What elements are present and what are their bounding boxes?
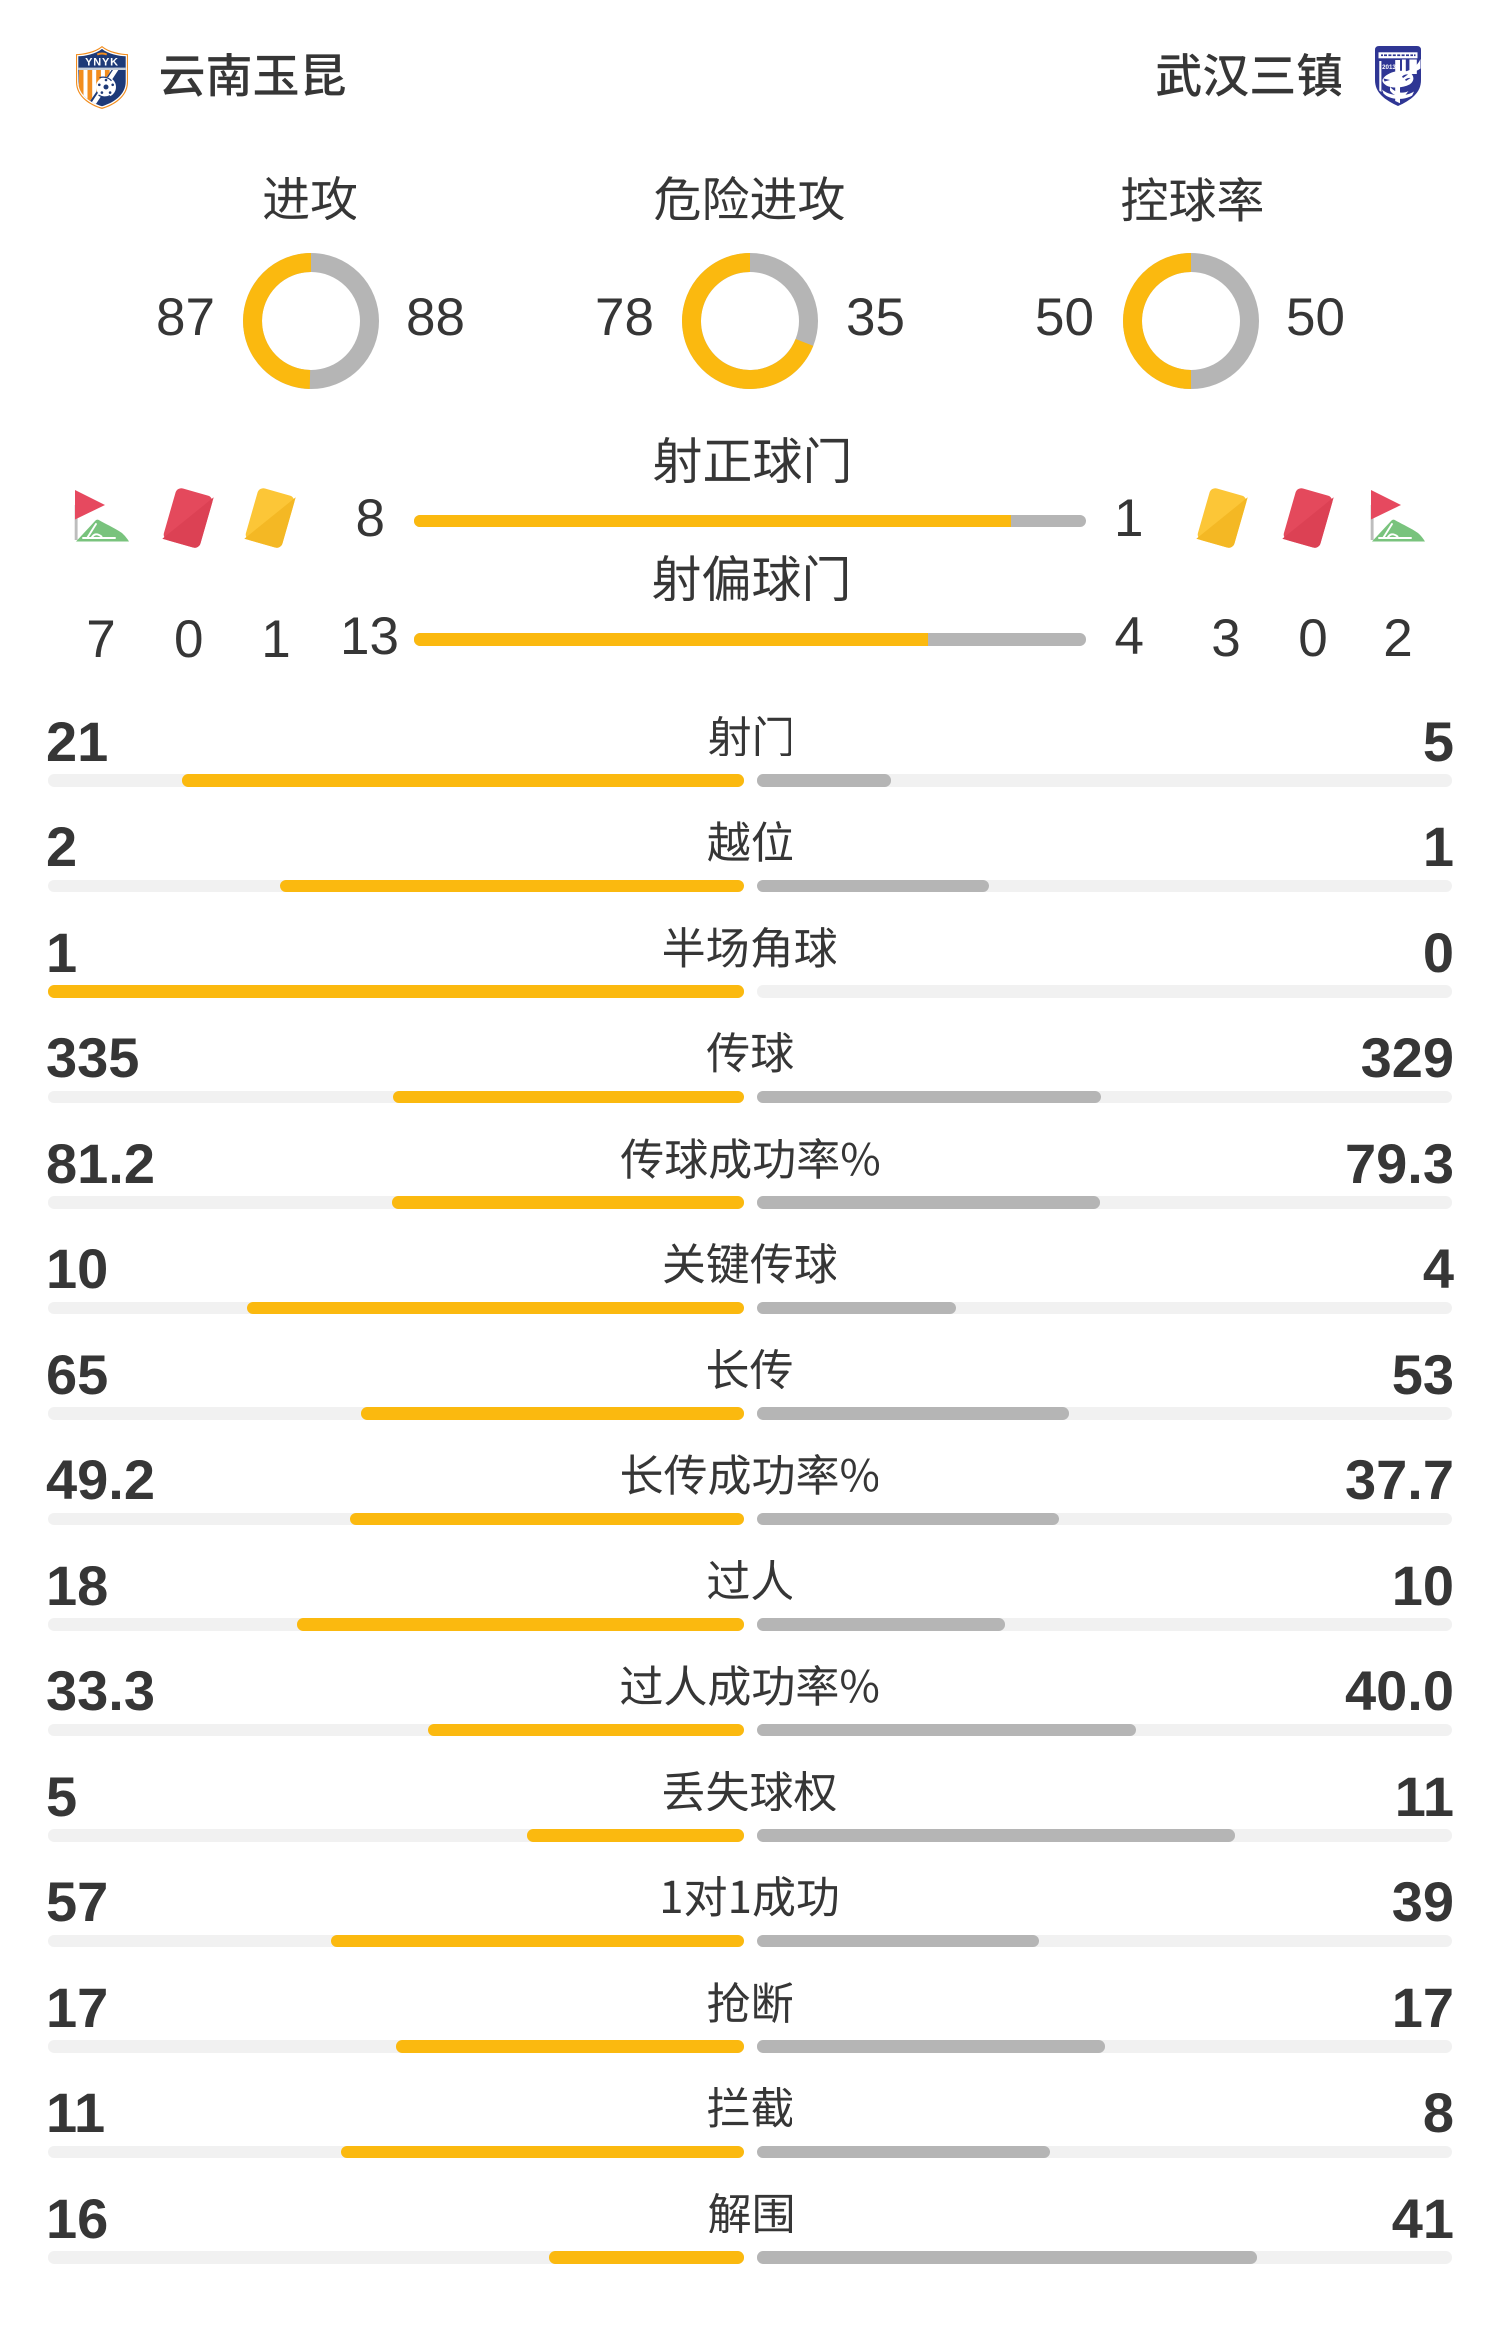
svg-text:YNYK: YNYK	[85, 57, 119, 69]
svg-text:2013: 2013	[1382, 64, 1396, 71]
